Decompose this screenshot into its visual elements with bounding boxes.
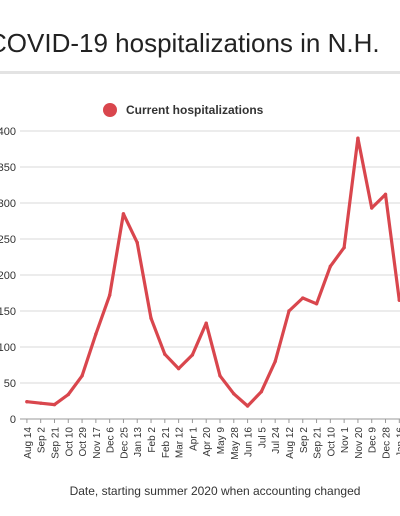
legend-marker <box>103 103 117 117</box>
x-tick-label: Dec 9 <box>368 427 379 454</box>
x-tick-label: Sep 21 <box>313 427 324 459</box>
y-tick-label: 350 <box>0 162 16 174</box>
data-point <box>287 309 291 313</box>
x-tick-label: Aug 12 <box>285 427 296 459</box>
data-point <box>163 352 167 356</box>
x-tick-label: Dec 28 <box>382 427 393 459</box>
y-axis-ticks: 400 350 300 250 200 150 100 50 0 <box>0 126 16 426</box>
data-point <box>342 245 346 250</box>
x-tick-label: Apr 1 <box>188 427 199 451</box>
data-point <box>38 401 43 405</box>
chart-title: COVID-19 hospitalizations in N.H. <box>0 28 380 58</box>
x-axis-label: Date, starting summer 2020 when accounti… <box>69 484 361 498</box>
data-point <box>273 359 277 364</box>
data-point <box>259 389 264 394</box>
x-tick-label: Feb 21 <box>161 427 172 459</box>
x-axis-ticks: Aug 14 Sep 2 Sep 21 Oct 10 Oct 29 Nov 17 Dec 6… <box>23 419 400 460</box>
data-point <box>94 332 98 336</box>
data-point <box>52 402 57 407</box>
legend-label: Current hospitalizations <box>126 103 264 117</box>
title-divider <box>0 71 400 74</box>
x-tick-label: Oct 29 <box>78 427 89 457</box>
data-point <box>149 316 153 320</box>
data-point <box>218 374 222 378</box>
x-tick-label: Dec 6 <box>106 427 117 454</box>
x-tick-label: Oct 10 <box>326 427 337 457</box>
x-tick-label: May 28 <box>230 427 241 460</box>
data-point <box>176 366 181 371</box>
data-point <box>245 404 250 408</box>
x-tick-label: Jan 16 <box>395 427 400 457</box>
data-point <box>135 240 139 245</box>
x-tick-label: Oct 10 <box>64 427 75 457</box>
y-tick-label: 150 <box>0 306 16 318</box>
x-tick-label: Sep 2 <box>299 427 310 454</box>
data-point <box>370 206 374 210</box>
legend: Current hospitalizations <box>103 103 264 117</box>
data-point <box>121 212 126 216</box>
x-tick-label: Sep 21 <box>50 427 61 459</box>
x-tick-label: Nov 1 <box>340 427 351 454</box>
x-tick-label: Dec 25 <box>119 427 130 459</box>
y-tick-label: 300 <box>0 198 16 210</box>
data-point <box>301 296 305 300</box>
y-tick-label: 400 <box>0 126 16 138</box>
y-tick-label: 0 <box>10 414 16 426</box>
x-tick-label: Nov 20 <box>354 427 365 459</box>
x-tick-label: Jul 5 <box>257 427 268 449</box>
data-point <box>107 293 112 297</box>
x-tick-label: May 9 <box>216 427 227 455</box>
x-tick-label: Nov 17 <box>92 427 103 459</box>
data-point <box>204 321 208 325</box>
x-tick-label: Jul 24 <box>271 427 282 454</box>
data-point <box>190 353 195 357</box>
data-point <box>25 400 29 404</box>
x-tick-label: Feb 2 <box>147 427 158 453</box>
y-tick-label: 100 <box>0 342 16 354</box>
series-line <box>25 136 400 408</box>
y-tick-label: 50 <box>4 378 16 390</box>
gridlines <box>20 130 400 420</box>
y-tick-label: 250 <box>0 234 16 246</box>
data-point <box>356 136 360 140</box>
data-point <box>397 298 400 302</box>
x-tick-label: Apr 20 <box>202 427 213 457</box>
data-point <box>314 302 319 306</box>
x-tick-label: Jun 16 <box>244 427 255 457</box>
data-point <box>66 392 70 397</box>
data-point <box>383 192 388 197</box>
data-point <box>328 264 333 269</box>
data-point <box>80 374 84 378</box>
y-tick-label: 200 <box>0 270 16 282</box>
data-point <box>232 392 236 396</box>
x-tick-label: Jan 13 <box>133 427 144 457</box>
x-tick-label: Mar 12 <box>175 427 186 459</box>
series-layer <box>25 136 400 408</box>
x-tick-label: Aug 14 <box>23 427 34 459</box>
x-tick-label: Sep 2 <box>37 427 48 454</box>
